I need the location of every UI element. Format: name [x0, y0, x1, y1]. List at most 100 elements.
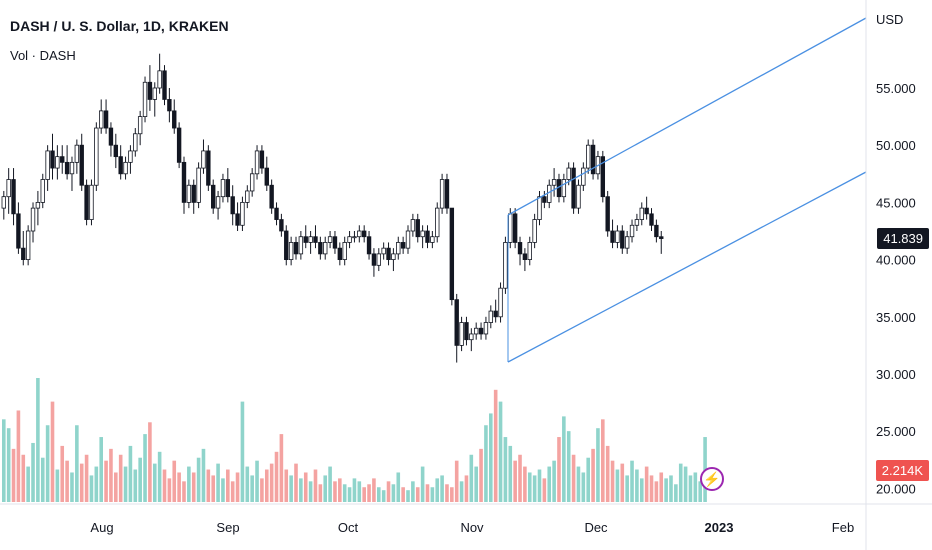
volume-bar [148, 422, 152, 502]
candle [108, 122, 114, 157]
price-tick-label: 35.000 [876, 310, 916, 325]
volume-bar [362, 487, 366, 502]
volume-bar [191, 472, 196, 502]
candle [517, 236, 523, 266]
volume-bar [289, 475, 293, 502]
candle [123, 156, 128, 180]
candle [172, 99, 177, 134]
volume-bar [333, 481, 337, 502]
volume-bar [440, 475, 444, 502]
candle [473, 322, 479, 340]
volume-bar [386, 481, 391, 502]
volume-bar [201, 448, 206, 502]
candle [649, 208, 654, 231]
candle [542, 190, 547, 209]
candle [323, 236, 328, 260]
volume-bar [527, 472, 532, 502]
volume-bar [318, 484, 323, 502]
volume-bar [644, 466, 649, 502]
channel-upper-line[interactable] [507, 17, 867, 216]
volume-bar [401, 487, 405, 502]
time-tick-label: 2023 [705, 520, 734, 535]
volume-bar [625, 475, 629, 502]
candle [615, 225, 620, 249]
volume-bar [172, 460, 177, 502]
volume-bar [114, 472, 118, 502]
candle [527, 236, 532, 266]
last-price-badge: 41.839 [877, 228, 929, 249]
volume-bar [459, 481, 464, 502]
candle [381, 242, 386, 260]
volume-bar [484, 425, 488, 502]
candle [352, 231, 357, 243]
candle [298, 231, 304, 260]
candle [240, 196, 245, 231]
candle [551, 168, 557, 197]
candle [128, 145, 133, 174]
candle [435, 202, 440, 243]
candle [64, 145, 70, 180]
volume-bar [566, 431, 571, 502]
candle [206, 145, 211, 191]
volume-bar [162, 469, 167, 502]
volume-bar [654, 481, 659, 502]
volume-bar [479, 448, 483, 502]
candle [103, 99, 109, 134]
volume-bar [206, 469, 211, 502]
volume-bar [586, 457, 590, 502]
candle [259, 145, 265, 174]
candle [488, 305, 493, 329]
volume-bar [435, 478, 440, 502]
candle [69, 156, 75, 191]
volume-bar [230, 481, 235, 502]
volume-bar [367, 484, 371, 502]
candle [400, 236, 406, 254]
volume-bar [683, 466, 688, 502]
candle [55, 145, 60, 180]
volume-bar [16, 410, 21, 502]
volume-indicator-label[interactable]: Vol · DASH [10, 48, 76, 63]
volume-bar [513, 460, 517, 502]
volume-bar [109, 448, 113, 502]
volume-bar [596, 428, 600, 502]
candle [191, 179, 196, 214]
candle [220, 173, 226, 203]
candle [454, 293, 459, 363]
candle [327, 231, 333, 249]
volume-bar [537, 469, 542, 502]
volume-bar [503, 437, 508, 502]
volume-bar [299, 478, 303, 502]
candle [391, 248, 396, 272]
candle [420, 225, 425, 249]
volume-bar [211, 475, 216, 502]
volume-bar [576, 466, 581, 502]
candle [181, 156, 187, 214]
parallel-channel[interactable] [507, 17, 867, 363]
candle [50, 133, 55, 180]
volume-bar [372, 478, 376, 502]
chart-title: DASH / U. S. Dollar, 1D, KRAKEN [10, 18, 229, 34]
time-axis[interactable]: Aug Sep Oct Nov Dec 2023 Feb [90, 520, 854, 535]
volume-bar [693, 472, 698, 502]
currency-label: USD [876, 12, 903, 27]
candle [79, 133, 84, 191]
channel-lower-line[interactable] [507, 171, 867, 363]
candle [610, 219, 615, 249]
candle [6, 168, 11, 214]
candle [537, 190, 542, 226]
price-tick-label: 20.000 [876, 481, 916, 496]
candle [498, 282, 503, 323]
price-axis[interactable]: USD 55.000 50.000 45.000 40.000 35.000 30.000… [876, 12, 916, 496]
candle [532, 213, 537, 249]
candle [1, 190, 6, 220]
candle [366, 231, 372, 260]
volume-bar [381, 490, 386, 502]
candle [162, 65, 167, 106]
bolt-icon[interactable]: ⚡ [700, 467, 724, 491]
time-tick-label: Nov [460, 520, 484, 535]
volume-bar [474, 466, 478, 502]
volume-value-badge: 2.214K [875, 460, 929, 481]
candle [571, 162, 576, 214]
candle [21, 231, 26, 266]
